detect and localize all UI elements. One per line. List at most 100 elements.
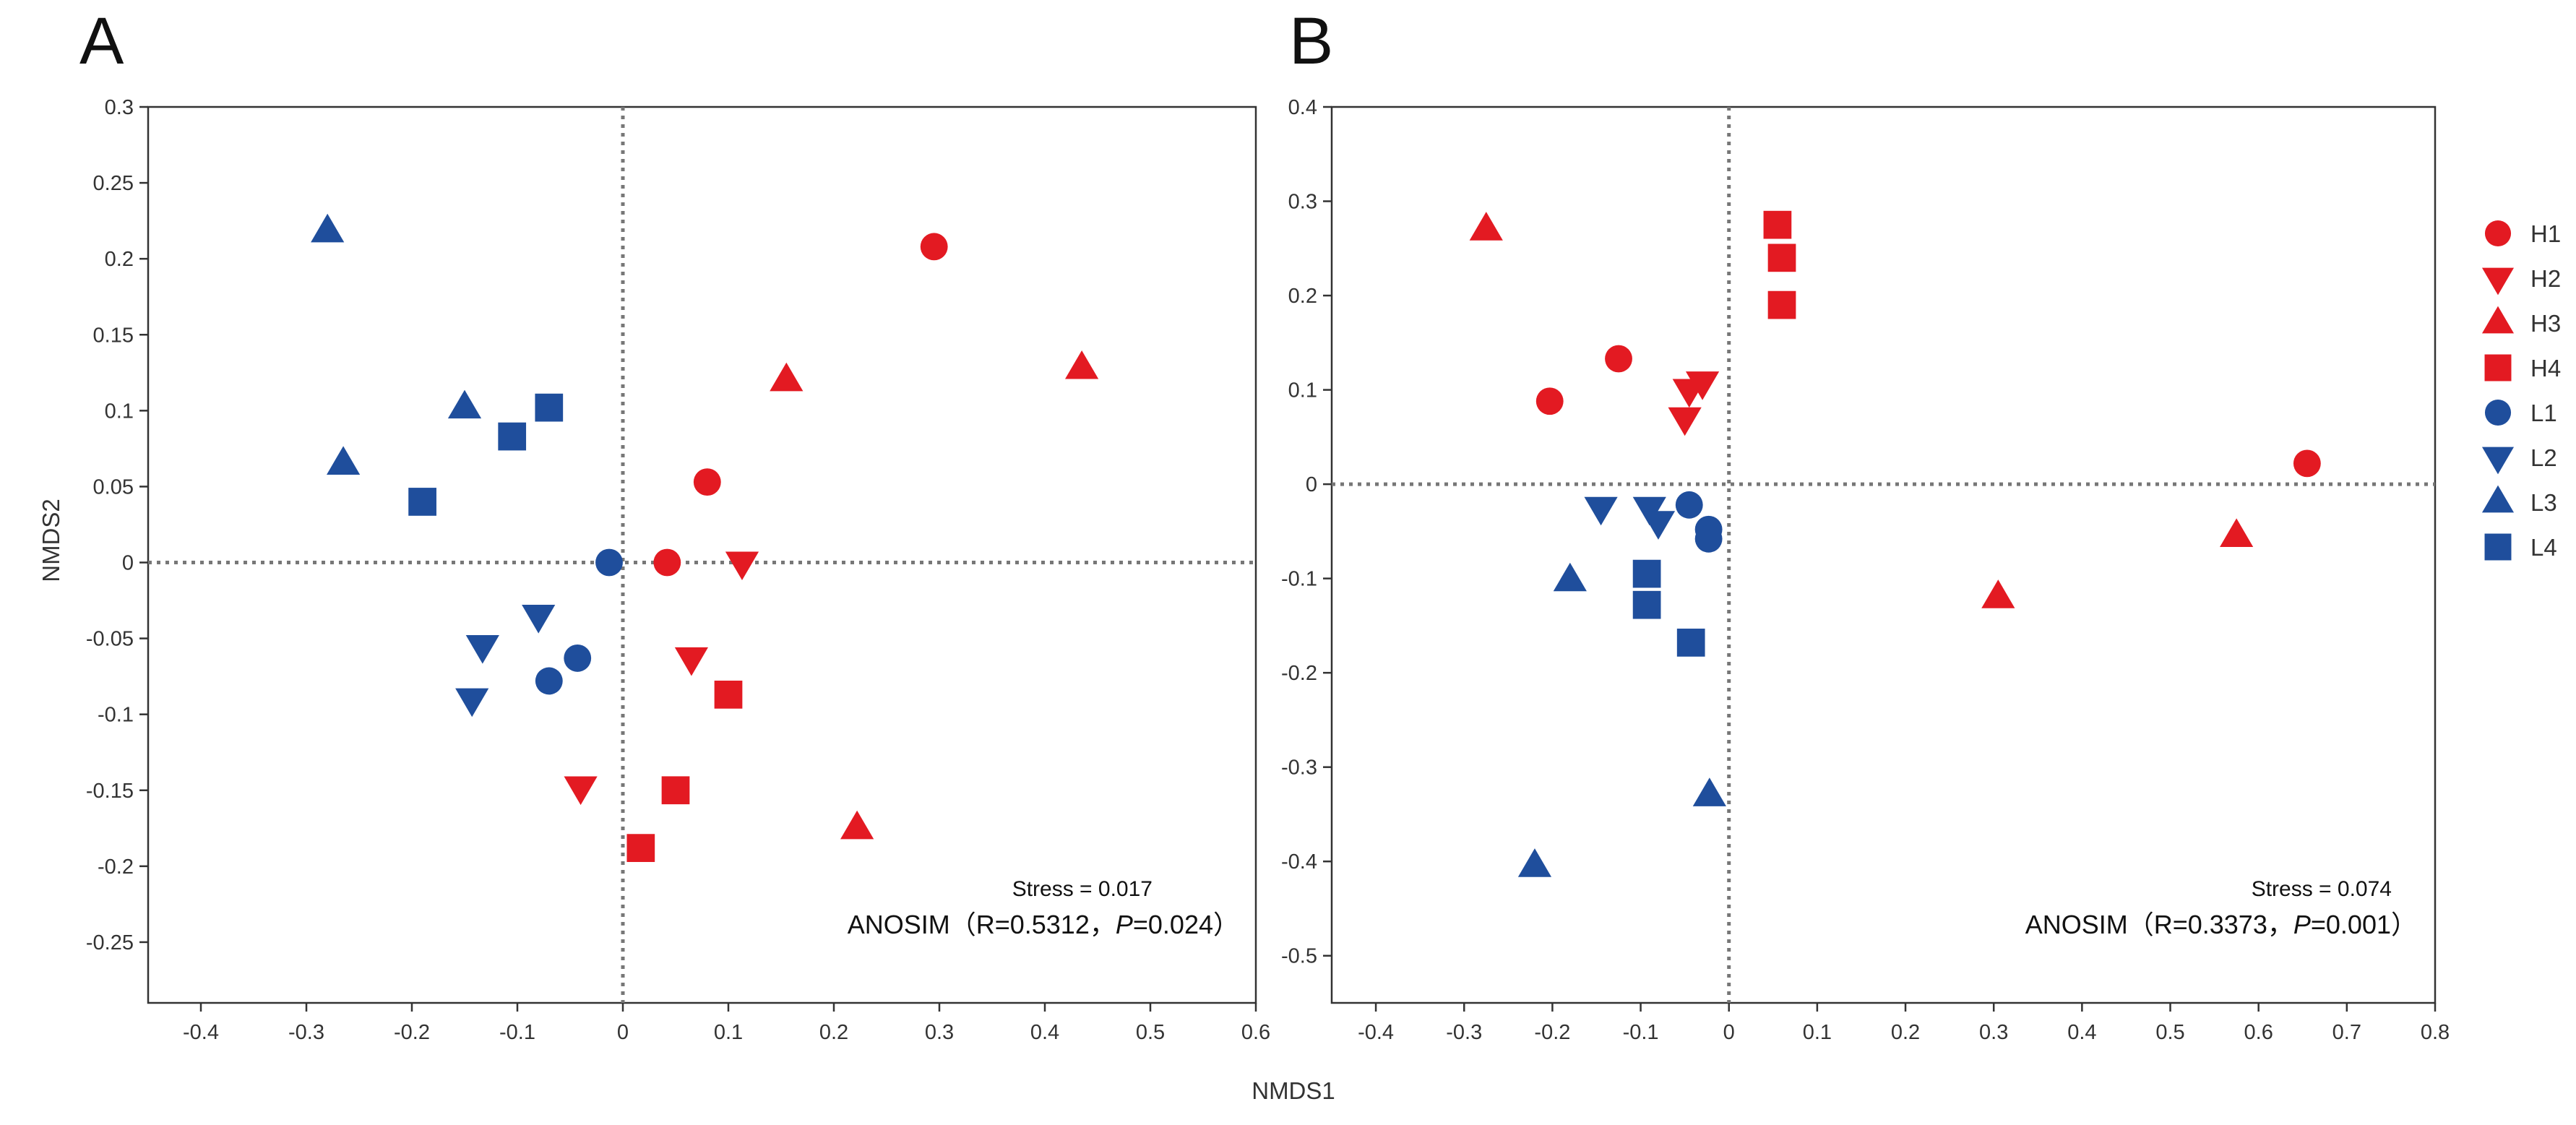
- legend-marker-h3: [2481, 306, 2515, 334]
- panel-a-ylabel: NMDS2: [38, 499, 64, 582]
- legend-label-l3: L3: [2530, 489, 2557, 516]
- panel-b-anosim: ANOSIM（R=0.3373，P=0.001）: [2025, 910, 2417, 939]
- panel-b-x-tick-label: -0.3: [1446, 1021, 1482, 1044]
- panel-b-y-tick-label: 0: [1306, 473, 1317, 496]
- panel-b-point-h3: [1469, 212, 1503, 241]
- panel-b-point-l4: [1676, 629, 1705, 657]
- panel-a-anosim: ANOSIM（R=0.5312，P=0.024）: [848, 910, 1239, 939]
- panel-b-point-l3: [1553, 562, 1587, 592]
- panel-a-point-h4: [661, 776, 690, 805]
- panel-a-x-tick-label: 0: [617, 1021, 629, 1044]
- panel-a-y-tick-label: 0.1: [105, 400, 134, 423]
- panel-b-y-tick-label: 0.1: [1288, 379, 1317, 402]
- legend-marker-l4: [2484, 533, 2512, 561]
- panel-b-y-tick-label: -0.2: [1281, 662, 1317, 685]
- panel-b-x-tick-label: 0.4: [2067, 1021, 2096, 1044]
- legend-label-l2: L2: [2530, 444, 2557, 471]
- panel-b-x-tick-label: 0.6: [2244, 1021, 2273, 1044]
- legend-label-h3: H3: [2530, 310, 2561, 337]
- legend: H1 H2 H3 H4 L1 L2 L3 L4: [2481, 220, 2561, 561]
- panel-b-frame: [1330, 105, 2437, 1004]
- panel-a-letter: A: [79, 4, 124, 78]
- panel-a-point-l2: [522, 605, 556, 634]
- panel-a-y-tick-label: 0.3: [105, 96, 134, 119]
- panel-a-point-h3: [840, 810, 874, 840]
- panel-a-anosim-suffix: =0.024）: [1133, 910, 1239, 939]
- panel-a-point-l3: [311, 213, 345, 243]
- panel-a-point-l1: [535, 667, 563, 695]
- panel-b-y-tick-label: -0.5: [1281, 945, 1317, 968]
- panel-a-point-l4: [498, 422, 527, 451]
- panel-b-point-l3: [1692, 777, 1726, 806]
- panel-a-point-l1: [564, 644, 592, 672]
- panel-b-point-l4: [1632, 590, 1661, 619]
- panel-a-x-tick-label: 0.4: [1030, 1021, 1059, 1044]
- panel-a-stress: Stress = 0.017: [1012, 877, 1153, 901]
- panel-a-anosim-p: P: [1116, 910, 1133, 939]
- panel-a-x-tick-label: 0.1: [714, 1021, 743, 1044]
- panel-a-point-h4: [714, 680, 743, 709]
- panel-b-y-tick-label: -0.1: [1281, 568, 1317, 591]
- panel-a-y-tick-label: 0.25: [93, 172, 134, 195]
- panel-a-point-h1: [920, 233, 948, 261]
- panel-b-point-h1: [1605, 345, 1632, 373]
- panel-a-point-l1: [595, 548, 623, 577]
- panel-a-x-tick-label: 0.3: [925, 1021, 954, 1044]
- panel-a-x-tick-label: -0.4: [183, 1021, 219, 1044]
- legend-marker-h4: [2484, 354, 2512, 382]
- panel-b-x-tick-label: 0.8: [2421, 1021, 2450, 1044]
- panel-a-point-h3: [1065, 350, 1099, 379]
- legend-marker-l2: [2481, 447, 2515, 475]
- legend-marker-l3: [2481, 485, 2515, 513]
- legend-label-l1: L1: [2530, 400, 2557, 426]
- panel-b-x-tick-label: 0: [1723, 1021, 1735, 1044]
- panel-b-point-h1: [1535, 387, 1564, 415]
- panel-b-y-tick-label: -0.4: [1281, 850, 1317, 874]
- panel-a-y-tick-label: -0.25: [86, 931, 134, 954]
- panel-a-x-tick-label: 0.6: [1241, 1021, 1270, 1044]
- x-axis-title: NMDS1: [1252, 1077, 1335, 1104]
- panel-a-anosim-prefix: ANOSIM（R=0.5312，: [848, 910, 1116, 939]
- panel-b-point-l3: [1517, 848, 1552, 877]
- panel-a-point-h1: [653, 548, 681, 577]
- panel-b-point-h2: [1668, 407, 1702, 436]
- panel-b-x-tick-label: 0.7: [2332, 1021, 2361, 1044]
- panel-b-point-l1: [1675, 491, 1703, 519]
- legend-label-h1: H1: [2530, 220, 2561, 247]
- panel-b-anosim-p: P: [2293, 910, 2311, 939]
- panel-b-x-tick-label: -0.1: [1623, 1021, 1659, 1044]
- panel-b-x-tick-label: 0.1: [1803, 1021, 1832, 1044]
- panel-b-point-h3: [1981, 579, 2015, 608]
- panel-b-x-tick-label: -0.4: [1358, 1021, 1394, 1044]
- panel-b-x-tick-label: 0.2: [1891, 1021, 1920, 1044]
- panel-a-point-h2: [564, 776, 598, 806]
- panel-a-x-tick-label: -0.3: [288, 1021, 324, 1044]
- panel-b-x-tick-label: -0.2: [1534, 1021, 1570, 1044]
- legend-label-h4: H4: [2530, 355, 2561, 382]
- panel-b-y-tick-label: 0.4: [1288, 96, 1317, 119]
- panel-b-x-tick-label: 0.3: [1979, 1021, 2008, 1044]
- panel-b-point-h4: [1767, 290, 1796, 319]
- panel-a-x-tick-label: -0.2: [394, 1021, 430, 1044]
- panel-a-frame: [147, 105, 1257, 1004]
- panel-a-point-h2: [725, 551, 759, 581]
- panel-a-y-tick-label: 0: [122, 552, 134, 575]
- panel-b-point-h4: [1763, 210, 1792, 239]
- panel-a-point-l3: [327, 446, 361, 475]
- panel-a-point-l4: [408, 488, 436, 516]
- panel-b-y-tick-label: -0.3: [1281, 757, 1317, 780]
- panel-a-y-tick-label: 0.2: [105, 248, 134, 271]
- panel-a-point-l2: [465, 635, 499, 664]
- legend-marker-h2: [2481, 267, 2515, 296]
- panel-a-y-tick-label: 0.15: [93, 324, 134, 347]
- panel-a-y-tick-label: 0.05: [93, 475, 134, 499]
- panel-a-y-tick-label: -0.1: [98, 704, 134, 727]
- panel-a-point-h1: [693, 468, 721, 496]
- panel-b-point-l1: [1694, 525, 1723, 553]
- legend-marker-l1: [2484, 399, 2512, 426]
- legend-label-h2: H2: [2530, 265, 2561, 292]
- panel-b-anosim-suffix: =0.001）: [2311, 910, 2417, 939]
- panel-b-point-h2: [1685, 371, 1720, 400]
- panel-a-point-h2: [674, 647, 708, 676]
